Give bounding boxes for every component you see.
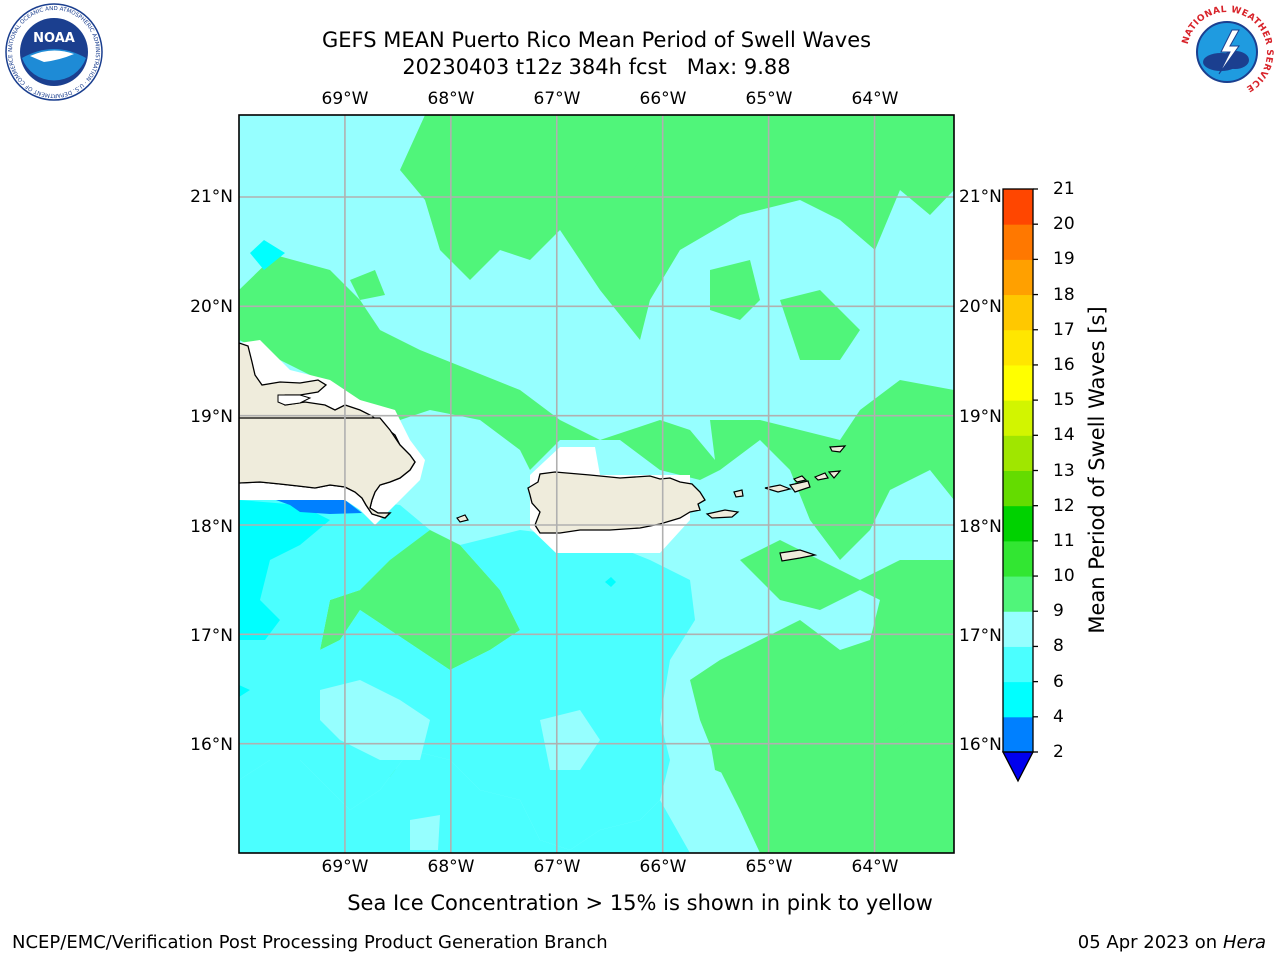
colorbar-band [1003, 681, 1033, 718]
colorbar-tick-label: 12 [1053, 495, 1075, 516]
colorbar-tick-label: 6 [1053, 671, 1064, 692]
lon-label-bottom-64w: 64°W [851, 857, 899, 877]
credit-branch: NCEP/EMC/Verification Post Processing Pr… [12, 932, 608, 953]
colorbar-tick-label: 4 [1053, 706, 1064, 727]
colorbar-band [1003, 505, 1033, 542]
colorbar-band [1003, 224, 1033, 260]
lon-label-top-69w: 69°W [321, 89, 369, 109]
small-islands [456, 445, 847, 562]
swell-period-4-6-contours [239, 500, 330, 697]
lat-label-right-18n: 18°N [959, 517, 1002, 537]
lon-label-bottom-68w: 68°W [427, 857, 475, 877]
lat-label-left-21n: 21°N [190, 187, 233, 207]
colorbar-tick-label: 18 [1053, 284, 1075, 305]
colorbar-tick-label: 11 [1053, 530, 1075, 551]
lon-label-top-67w: 67°W [533, 89, 581, 109]
lat-label-right-19n: 19°N [959, 407, 1002, 427]
lat-label-left-17n: 17°N [190, 626, 233, 646]
map-title: GEFS MEAN Puerto Rico Mean Period of Swe… [321, 28, 872, 52]
lon-label-bottom-69w: 69°W [321, 857, 369, 877]
colorbar-tick-label: 20 [1053, 214, 1075, 235]
nws-logo: NATIONAL WEATHER SERVICE [1179, 4, 1275, 100]
puerto-rico-land [527, 471, 706, 534]
lon-label-top-68w: 68°W [427, 89, 475, 109]
lat-label-right-20n: 20°N [959, 297, 1002, 317]
lat-label-left-16n: 16°N [190, 735, 233, 755]
colorbar-band [1003, 329, 1033, 366]
colorbar-title: Mean Period of Swell Waves [s] [1085, 306, 1109, 634]
colorbar-band [1003, 294, 1033, 331]
credit-date: 05 Apr 2023 on Hera [1078, 932, 1266, 954]
colorbar-tick-label: 10 [1053, 566, 1075, 587]
lon-label-bottom-67w: 67°W [533, 857, 581, 877]
colorbar-tick-label: 2 [1053, 742, 1064, 762]
lat-label-left-18n: 18°N [190, 517, 233, 537]
lat-label-left-20n: 20°N [190, 297, 233, 317]
colorbar-under-triangle [1001, 751, 1035, 783]
colorbar-band [1003, 540, 1033, 577]
colorbar-band [1003, 435, 1033, 471]
colorbar-tick-label: 16 [1053, 354, 1075, 375]
lat-label-right-17n: 17°N [959, 626, 1002, 646]
lon-label-top-64w: 64°W [851, 89, 899, 109]
swell-period-8-9-pockets [320, 680, 600, 850]
colorbar-ticks [1033, 188, 1038, 753]
colorbar-band [1003, 364, 1033, 401]
colorbar-tick-label: 19 [1053, 249, 1075, 270]
lon-label-top-66w: 66°W [639, 89, 687, 109]
lat-label-right-21n: 21°N [959, 187, 1002, 207]
swell-period-4-6-spot [250, 240, 616, 587]
colorbar-band [1003, 646, 1033, 683]
colorbar-tick-label: 17 [1053, 319, 1075, 340]
lon-label-top-65w: 65°W [745, 89, 793, 109]
colorbar-band [1003, 576, 1033, 612]
hispaniola-lagoon [277, 394, 312, 406]
lon-label-bottom-65w: 65°W [745, 857, 793, 877]
colorbar-tick-label: 15 [1053, 390, 1075, 411]
colorbar-tick-label: 21 [1053, 179, 1075, 199]
credit-date-text: 05 Apr 2023 on [1077, 932, 1218, 953]
colorbar-band [1003, 400, 1033, 436]
lon-label-bottom-66w: 66°W [639, 857, 687, 877]
colorbar-tick-label: 14 [1053, 425, 1075, 446]
lat-label-right-16n: 16°N [959, 735, 1002, 755]
plot-frame [238, 114, 955, 854]
lat-label-left-19n: 19°N [190, 407, 233, 427]
map-subtitle: 20230403 t12z 384h fcst Max: 9.88 [402, 55, 791, 79]
noaa-logo-text: NOAA [33, 31, 75, 46]
sea-ice-note: Sea Ice Concentration > 15% is shown in … [347, 891, 933, 915]
colorbar-tick-label: 8 [1053, 636, 1064, 657]
swell-period-2-4-contours [276, 500, 362, 514]
colorbar-band [1003, 611, 1033, 647]
colorbar-band [1003, 189, 1033, 225]
colorbar-band [1003, 716, 1033, 753]
colorbar-tick-label: 13 [1053, 460, 1075, 481]
colorbar-segments [1003, 189, 1033, 753]
colorbar [1001, 188, 1038, 783]
hispaniola-land-lower [239, 417, 416, 519]
credit-host: Hera [1222, 932, 1266, 953]
graticule [239, 115, 954, 853]
colorbar-tick-label: 9 [1053, 601, 1064, 622]
colorbar-band [1003, 470, 1033, 507]
noaa-logo: NATIONAL OCEANIC AND ATMOSPHERIC ADMINIS… [4, 2, 103, 101]
colorbar-band [1003, 259, 1033, 296]
